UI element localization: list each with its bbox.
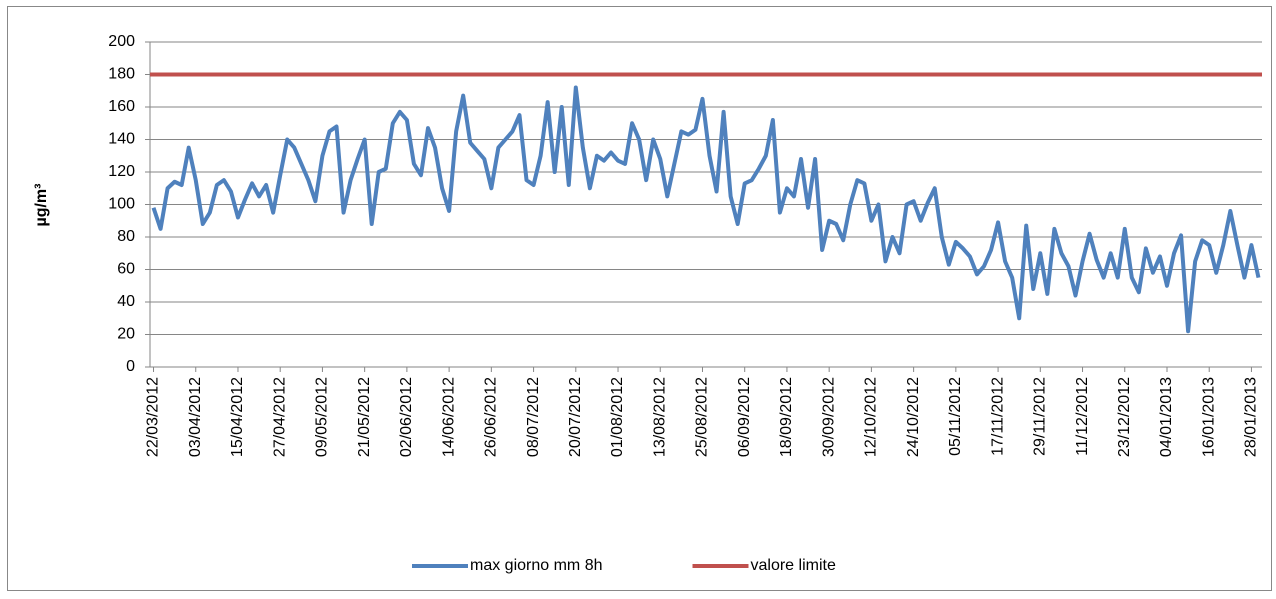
x-tick-label: 13/08/2012 bbox=[651, 377, 668, 457]
x-tick-label: 23/12/2012 bbox=[1116, 377, 1133, 457]
x-tick-label: 20/07/2012 bbox=[567, 377, 584, 457]
y-axis-title: µg/m³ bbox=[33, 184, 50, 227]
y-tick-label: 80 bbox=[117, 228, 135, 245]
x-tick-label: 30/09/2012 bbox=[820, 377, 837, 457]
x-tick-label: 17/11/2012 bbox=[989, 377, 1006, 456]
x-tick-label: 24/10/2012 bbox=[905, 377, 922, 457]
y-tick-label: 140 bbox=[108, 131, 135, 148]
x-tick-label: 01/08/2012 bbox=[609, 377, 626, 457]
y-tick-label: 200 bbox=[108, 33, 135, 50]
y-tick-label: 180 bbox=[108, 66, 135, 83]
x-tick-label: 08/07/2012 bbox=[525, 377, 542, 457]
y-tick-label: 60 bbox=[117, 261, 135, 278]
x-tick-label: 06/09/2012 bbox=[736, 377, 753, 457]
x-tick-label: 03/04/2012 bbox=[187, 377, 204, 457]
y-tick-label: 20 bbox=[117, 326, 135, 343]
y-tick-label: 160 bbox=[108, 98, 135, 115]
x-tick-label: 22/03/2012 bbox=[145, 377, 162, 457]
x-tick-label: 28/01/2013 bbox=[1243, 377, 1260, 457]
x-tick-label: 25/08/2012 bbox=[694, 377, 711, 457]
y-tick-label: 100 bbox=[108, 196, 135, 213]
x-tick-label: 21/05/2012 bbox=[356, 377, 373, 457]
x-tick-label: 04/01/2013 bbox=[1158, 377, 1175, 457]
x-tick-label: 15/04/2012 bbox=[229, 377, 246, 457]
y-tick-label: 0 bbox=[126, 358, 135, 375]
x-tick-label: 05/11/2012 bbox=[947, 377, 964, 456]
y-tick-label: 120 bbox=[108, 163, 135, 180]
y-tick-label: 40 bbox=[117, 293, 135, 310]
x-tick-label: 09/05/2012 bbox=[314, 377, 331, 457]
x-tick-label: 29/11/2012 bbox=[1032, 377, 1049, 456]
x-tick-label: 26/06/2012 bbox=[483, 377, 500, 457]
chart-frame bbox=[7, 6, 1272, 591]
x-tick-label: 16/01/2013 bbox=[1200, 377, 1217, 457]
x-tick-label: 14/06/2012 bbox=[440, 377, 457, 457]
x-tick-label: 27/04/2012 bbox=[271, 377, 288, 457]
data-line bbox=[151, 85, 1261, 334]
legend-label: valore limite bbox=[751, 557, 836, 574]
legend-label: max giorno mm 8h bbox=[470, 557, 603, 574]
x-tick-label: 18/09/2012 bbox=[778, 377, 795, 457]
x-tick-label: 02/06/2012 bbox=[398, 377, 415, 457]
x-tick-label: 11/12/2012 bbox=[1074, 377, 1091, 456]
x-tick-label: 12/10/2012 bbox=[863, 377, 880, 457]
